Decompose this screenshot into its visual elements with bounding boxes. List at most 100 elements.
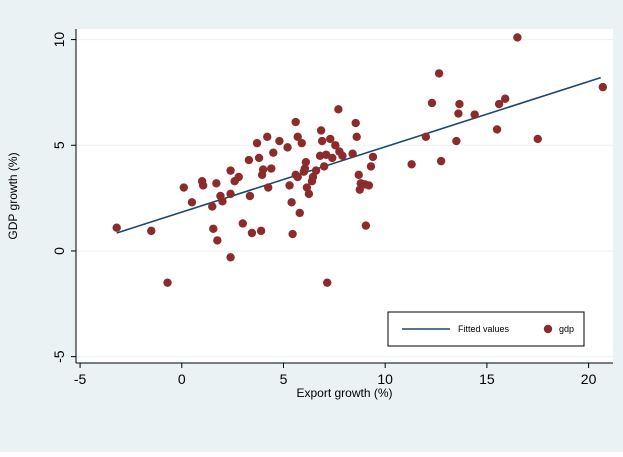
gdp-point-74 — [421, 132, 431, 142]
gdp-point-56 — [326, 134, 335, 144]
gdp-point-9 — [212, 179, 221, 188]
gdp-point-4 — [187, 198, 197, 207]
gdp-point-62 — [348, 149, 357, 158]
y-tick-label-10: 10 — [51, 32, 67, 48]
gdp-point-45 — [302, 183, 312, 192]
gdp-point-81 — [470, 110, 479, 119]
gdp-point-14 — [226, 166, 235, 175]
gdp-point-41 — [297, 138, 306, 148]
gdp-point-51 — [316, 126, 326, 135]
legend: Fitted values gdp — [387, 311, 585, 347]
gdp-point-10 — [213, 236, 222, 245]
gdp-point-2 — [163, 278, 172, 287]
legend-label-fitted-values: Fitted values — [458, 324, 510, 334]
gdp-point-53 — [319, 162, 329, 171]
gdp-point-40 — [295, 208, 304, 218]
x-tick-label-10: 10 — [377, 371, 393, 387]
gdp-point-48 — [308, 172, 318, 182]
y-tick-label-5: 5 — [51, 141, 67, 149]
fitted-values-line — [116, 76, 602, 234]
gdp-point-64 — [352, 132, 361, 142]
fitted-line-layer — [116, 76, 602, 234]
gdp-point-44 — [301, 157, 311, 167]
gdp-point-70 — [364, 181, 374, 190]
gdp-point-20 — [245, 191, 255, 201]
gdp-point-57 — [328, 153, 337, 163]
plot-area — [76, 29, 613, 363]
gdp-point-28 — [264, 183, 273, 192]
x-tick-label-5: 5 — [280, 371, 288, 387]
gdp-point-1 — [147, 226, 156, 236]
x-axis-ticks: -5 0 5 10 15 20 — [74, 363, 597, 387]
y-axis-ticks: -5 0 5 10 — [51, 32, 76, 363]
x-tick-label--5: -5 — [74, 371, 87, 387]
x-tick-label-15: 15 — [479, 371, 495, 387]
gdp-point-30 — [269, 148, 278, 157]
gdp-point-8 — [209, 224, 218, 233]
gdp-point-80 — [455, 99, 464, 109]
gdp-point-77 — [436, 156, 446, 166]
gdp-point-18 — [238, 219, 247, 228]
gdp-point-65 — [354, 170, 363, 180]
gdp-point-87 — [598, 82, 608, 92]
gdp-point-52 — [317, 136, 327, 146]
gdp-point-26 — [258, 165, 268, 174]
gdp-point-12 — [218, 197, 227, 206]
gdp-point-83 — [494, 99, 504, 109]
x-tick-label-0: 0 — [178, 371, 186, 387]
gdp-point-17 — [234, 172, 243, 182]
y-axis-title: GDP growth (%) — [6, 152, 20, 239]
y-tick-label-0: 0 — [51, 247, 67, 255]
gdp-point-46 — [304, 189, 314, 199]
axes — [75, 29, 613, 364]
gdp-point-39 — [293, 132, 302, 142]
gdp-point-76 — [434, 69, 444, 78]
gdp-point-69 — [361, 221, 371, 230]
gdp-point-58 — [331, 141, 340, 150]
gdp-point-22 — [252, 138, 262, 148]
gdp-point-37 — [291, 117, 300, 127]
gdp-point-49 — [311, 166, 321, 175]
gdp-point-86 — [533, 134, 542, 144]
x-axis-title: Export growth (%) — [296, 386, 392, 400]
gdp-point-15 — [226, 253, 235, 262]
gdp-point-43 — [300, 164, 310, 173]
gdp-point-3 — [179, 183, 189, 192]
legend-label-gdp: gdp — [559, 324, 574, 334]
legend-swatch-gdp — [543, 324, 553, 334]
gdp-point-38 — [293, 172, 302, 182]
gdp-point-78 — [452, 136, 461, 146]
gdp-point-32 — [283, 143, 292, 152]
gdp-point-71 — [366, 162, 376, 171]
gdp-point-24 — [256, 226, 266, 236]
gdp-point-84 — [500, 94, 510, 103]
gdp-point-19 — [244, 155, 254, 165]
gdp-point-23 — [254, 153, 264, 163]
gridlines — [76, 39, 613, 358]
gdp-point-75 — [427, 98, 437, 108]
gdp-point-61 — [338, 151, 347, 161]
gdp-point-73 — [407, 160, 416, 169]
gdp-point-21 — [247, 228, 257, 238]
gdp-point-31 — [275, 136, 284, 146]
x-tick-label-20: 20 — [581, 371, 597, 387]
gdp-point-35 — [288, 229, 297, 239]
gdp-point-82 — [492, 125, 502, 134]
gdp-point-27 — [263, 132, 272, 142]
gdp-point-85 — [513, 33, 522, 42]
gdp-point-72 — [368, 152, 378, 162]
gdp-point-66 — [355, 185, 364, 194]
gdp-point-79 — [454, 109, 463, 118]
scatter-points-layer — [112, 33, 608, 287]
gdp-point-0 — [112, 223, 121, 232]
gdp-point-33 — [285, 181, 294, 190]
gdp-point-59 — [334, 105, 343, 114]
gdp-point-55 — [323, 278, 332, 287]
gdp-point-63 — [351, 118, 360, 128]
gdp-point-7 — [208, 202, 217, 211]
gdp-point-13 — [226, 189, 235, 199]
gdp-point-29 — [267, 164, 276, 173]
y-tick-label--5: -5 — [51, 350, 67, 363]
